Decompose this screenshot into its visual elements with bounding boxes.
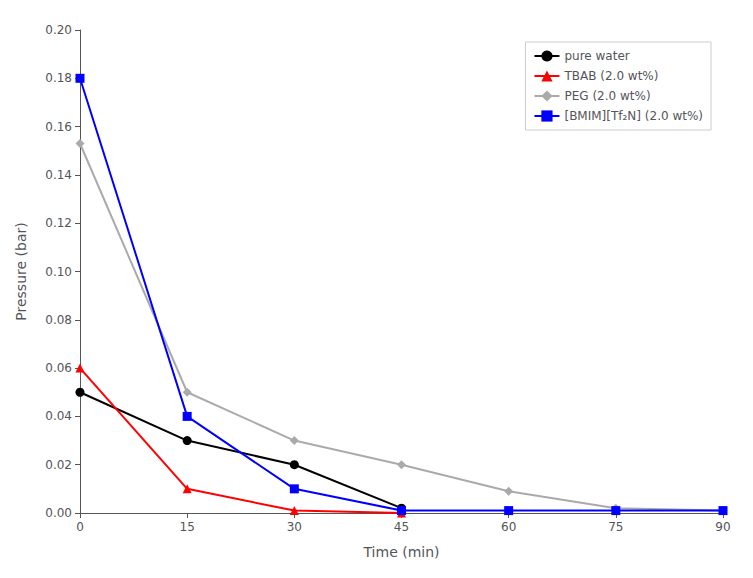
svg-text:0.06: 0.06 (45, 361, 72, 375)
svg-text:Time (min): Time (min) (362, 544, 439, 560)
svg-text:0.00: 0.00 (45, 506, 72, 520)
svg-text:0.12: 0.12 (45, 216, 72, 230)
svg-text:0: 0 (76, 520, 84, 534)
svg-text:0.16: 0.16 (45, 120, 72, 134)
svg-text:45: 45 (394, 520, 409, 534)
svg-text:0.02: 0.02 (45, 458, 72, 472)
svg-text:0.20: 0.20 (45, 23, 72, 37)
svg-text:60: 60 (501, 520, 516, 534)
svg-text:[BMIM][Tf₂N] (2.0 wt%): [BMIM][Tf₂N] (2.0 wt%) (564, 109, 703, 123)
svg-text:0.10: 0.10 (45, 265, 72, 279)
svg-text:pure water: pure water (564, 49, 629, 63)
svg-text:0.04: 0.04 (45, 409, 72, 423)
svg-text:TBAB (2.0 wt%): TBAB (2.0 wt%) (563, 69, 658, 83)
svg-text:90: 90 (715, 520, 730, 534)
svg-text:30: 30 (287, 520, 302, 534)
svg-text:0.14: 0.14 (45, 168, 72, 182)
svg-text:0.18: 0.18 (45, 71, 72, 85)
svg-text:PEG (2.0 wt%): PEG (2.0 wt%) (564, 89, 650, 103)
svg-text:Pressure (bar): Pressure (bar) (13, 222, 29, 320)
svg-text:15: 15 (180, 520, 195, 534)
svg-text:75: 75 (608, 520, 623, 534)
svg-text:0.08: 0.08 (45, 313, 72, 327)
